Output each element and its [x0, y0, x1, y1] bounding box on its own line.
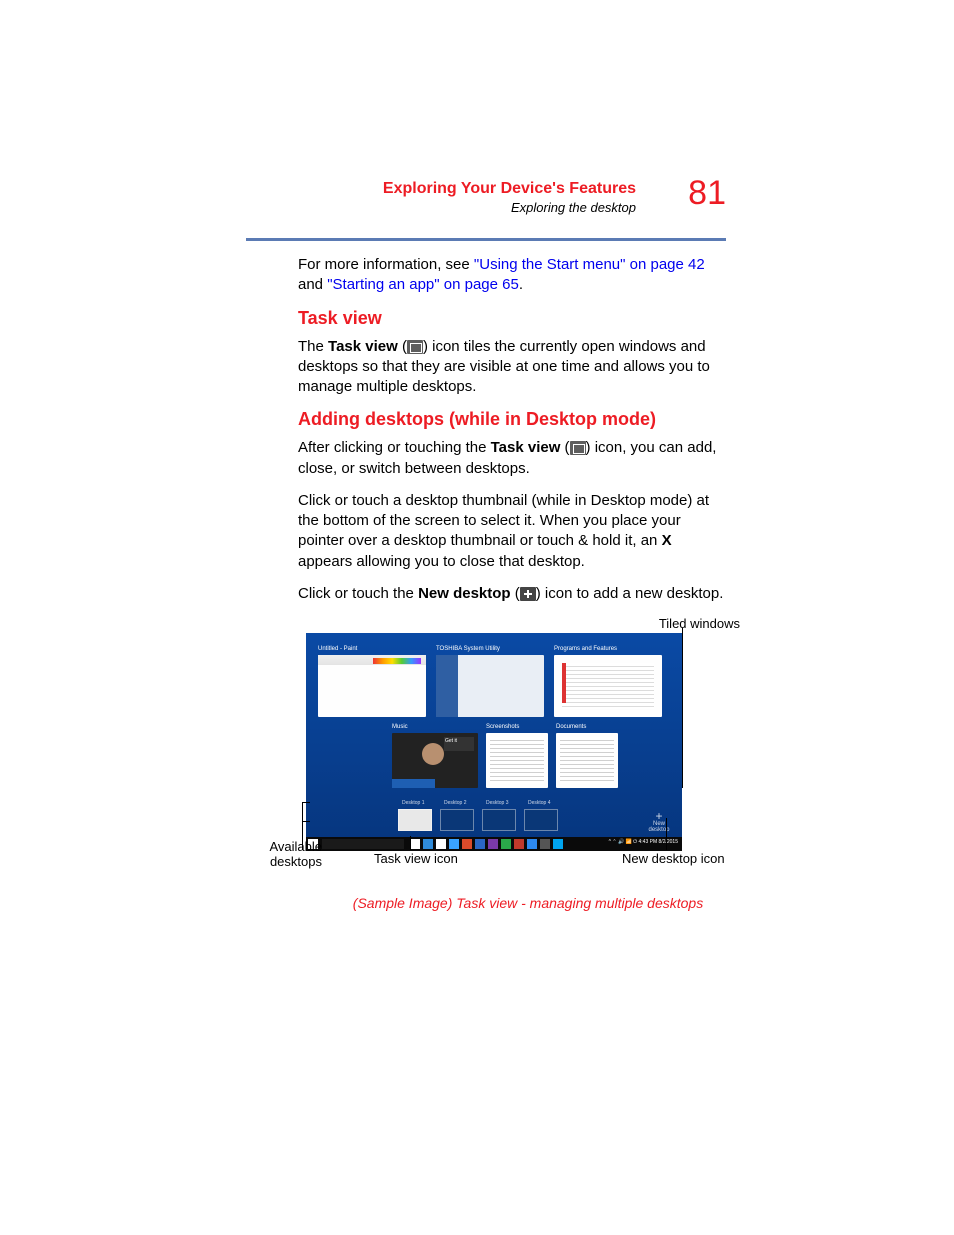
tile-title: Documents: [556, 724, 586, 730]
figure-task-view: Tiled windows Untitled - Paint TOSHIBA S…: [278, 616, 758, 911]
heading-adding-desktops: Adding desktops (while in Desktop mode): [298, 409, 726, 430]
task-view-icon: [407, 340, 423, 354]
callout-line: [302, 802, 310, 803]
callout-line: [302, 821, 310, 822]
heading-task-view: Task view: [298, 308, 726, 329]
text: After clicking or touching the: [298, 439, 491, 456]
adding-p2: Click or touch a desktop thumbnail (whil…: [298, 491, 726, 572]
taskbar-icons: [410, 839, 563, 849]
tile-title: TOSHIBA System Utility: [436, 646, 500, 652]
callout-available-desktops: Available desktops: [262, 840, 322, 870]
tile-toshiba: TOSHIBA System Utility: [436, 655, 544, 717]
tile-title: Untitled - Paint: [318, 646, 357, 652]
figure-caption: (Sample Image) Task view - managing mult…: [298, 895, 758, 911]
link-start-menu[interactable]: "Using the Start menu" on page 42: [474, 256, 705, 273]
link-starting-app[interactable]: "Starting an app" on page 65: [327, 276, 519, 293]
text: (: [511, 585, 520, 602]
text: (: [398, 338, 407, 355]
header-rule: [246, 238, 726, 241]
adding-p1: After clicking or touching the Task view…: [298, 438, 726, 479]
tile-title: Screenshots: [486, 724, 519, 730]
new-desktop-button: + New desktop: [644, 811, 674, 833]
desktop-label: Desktop 3: [486, 800, 509, 806]
section-breadcrumb: Exploring the desktop: [246, 200, 726, 215]
adding-p3: Click or touch the New desktop ( ) icon t…: [298, 584, 726, 604]
callout-tiled-windows: Tiled windows: [278, 616, 758, 631]
term-x: X: [662, 532, 672, 549]
tile-music: Music Get it: [392, 733, 478, 788]
desktop-thumbnails-row: Desktop 1 Desktop 2 Desktop 3 Desktop 4 …: [306, 803, 682, 833]
tile-title: Music: [392, 724, 408, 730]
text: Click or touch the: [298, 585, 418, 602]
task-view-icon: [570, 441, 586, 455]
tile-documents: Documents: [556, 733, 618, 788]
text: (: [560, 439, 569, 456]
intro-paragraph: For more information, see "Using the Sta…: [298, 255, 726, 296]
text: and: [298, 276, 327, 293]
callout-line: [410, 836, 411, 850]
screenshot-task-view: Untitled - Paint TOSHIBA System Utility …: [306, 633, 682, 851]
system-tray: ^ ⌃ 🔊 📶 ⏻ 4:43 PM 8/2/2015: [609, 839, 678, 845]
term-task-view: Task view: [491, 439, 561, 456]
tile-paint: Untitled - Paint: [318, 655, 426, 717]
text: Click or touch a desktop thumbnail (whil…: [298, 492, 709, 550]
new-desktop-label: New desktop: [644, 821, 674, 833]
taskbar: ^ ⌃ 🔊 📶 ⏻ 4:43 PM 8/2/2015: [306, 837, 682, 851]
page-header: Exploring Your Device's Features Explori…: [246, 180, 726, 232]
new-desktop-icon: [520, 587, 536, 601]
desktop-label: Desktop 2: [444, 800, 467, 806]
desktop-label: Desktop 1: [402, 800, 425, 806]
desktop-thumb-3: [482, 809, 516, 831]
taskview-paragraph: The Task view () icon tiles the currentl…: [298, 337, 726, 398]
text: .: [519, 276, 523, 293]
desktop-thumb-4: [524, 809, 558, 831]
search-box: [322, 839, 404, 849]
callout-task-view-icon: Task view icon: [374, 851, 458, 866]
callout-line: [682, 628, 683, 788]
tile-screenshots: Screenshots: [486, 733, 548, 788]
text: ) icon to add a new desktop.: [536, 585, 724, 602]
page-number: 81: [688, 174, 726, 213]
text: appears allowing you to close that deskt…: [298, 553, 585, 570]
term-new-desktop: New desktop: [418, 585, 511, 602]
desktop-label: Desktop 4: [528, 800, 551, 806]
text: For more information, see: [298, 256, 474, 273]
tile-title: Programs and Features: [554, 646, 617, 652]
term-task-view: Task view: [328, 338, 398, 355]
text: The: [298, 338, 328, 355]
tile-programs: Programs and Features: [554, 655, 662, 717]
desktop-thumb-2: [440, 809, 474, 831]
chapter-title: Exploring Your Device's Features: [246, 180, 726, 198]
callout-new-desktop-icon: New desktop icon: [622, 851, 725, 866]
callout-line: [666, 818, 667, 850]
plus-icon: +: [644, 811, 674, 821]
desktop-thumb-1: [398, 809, 432, 831]
